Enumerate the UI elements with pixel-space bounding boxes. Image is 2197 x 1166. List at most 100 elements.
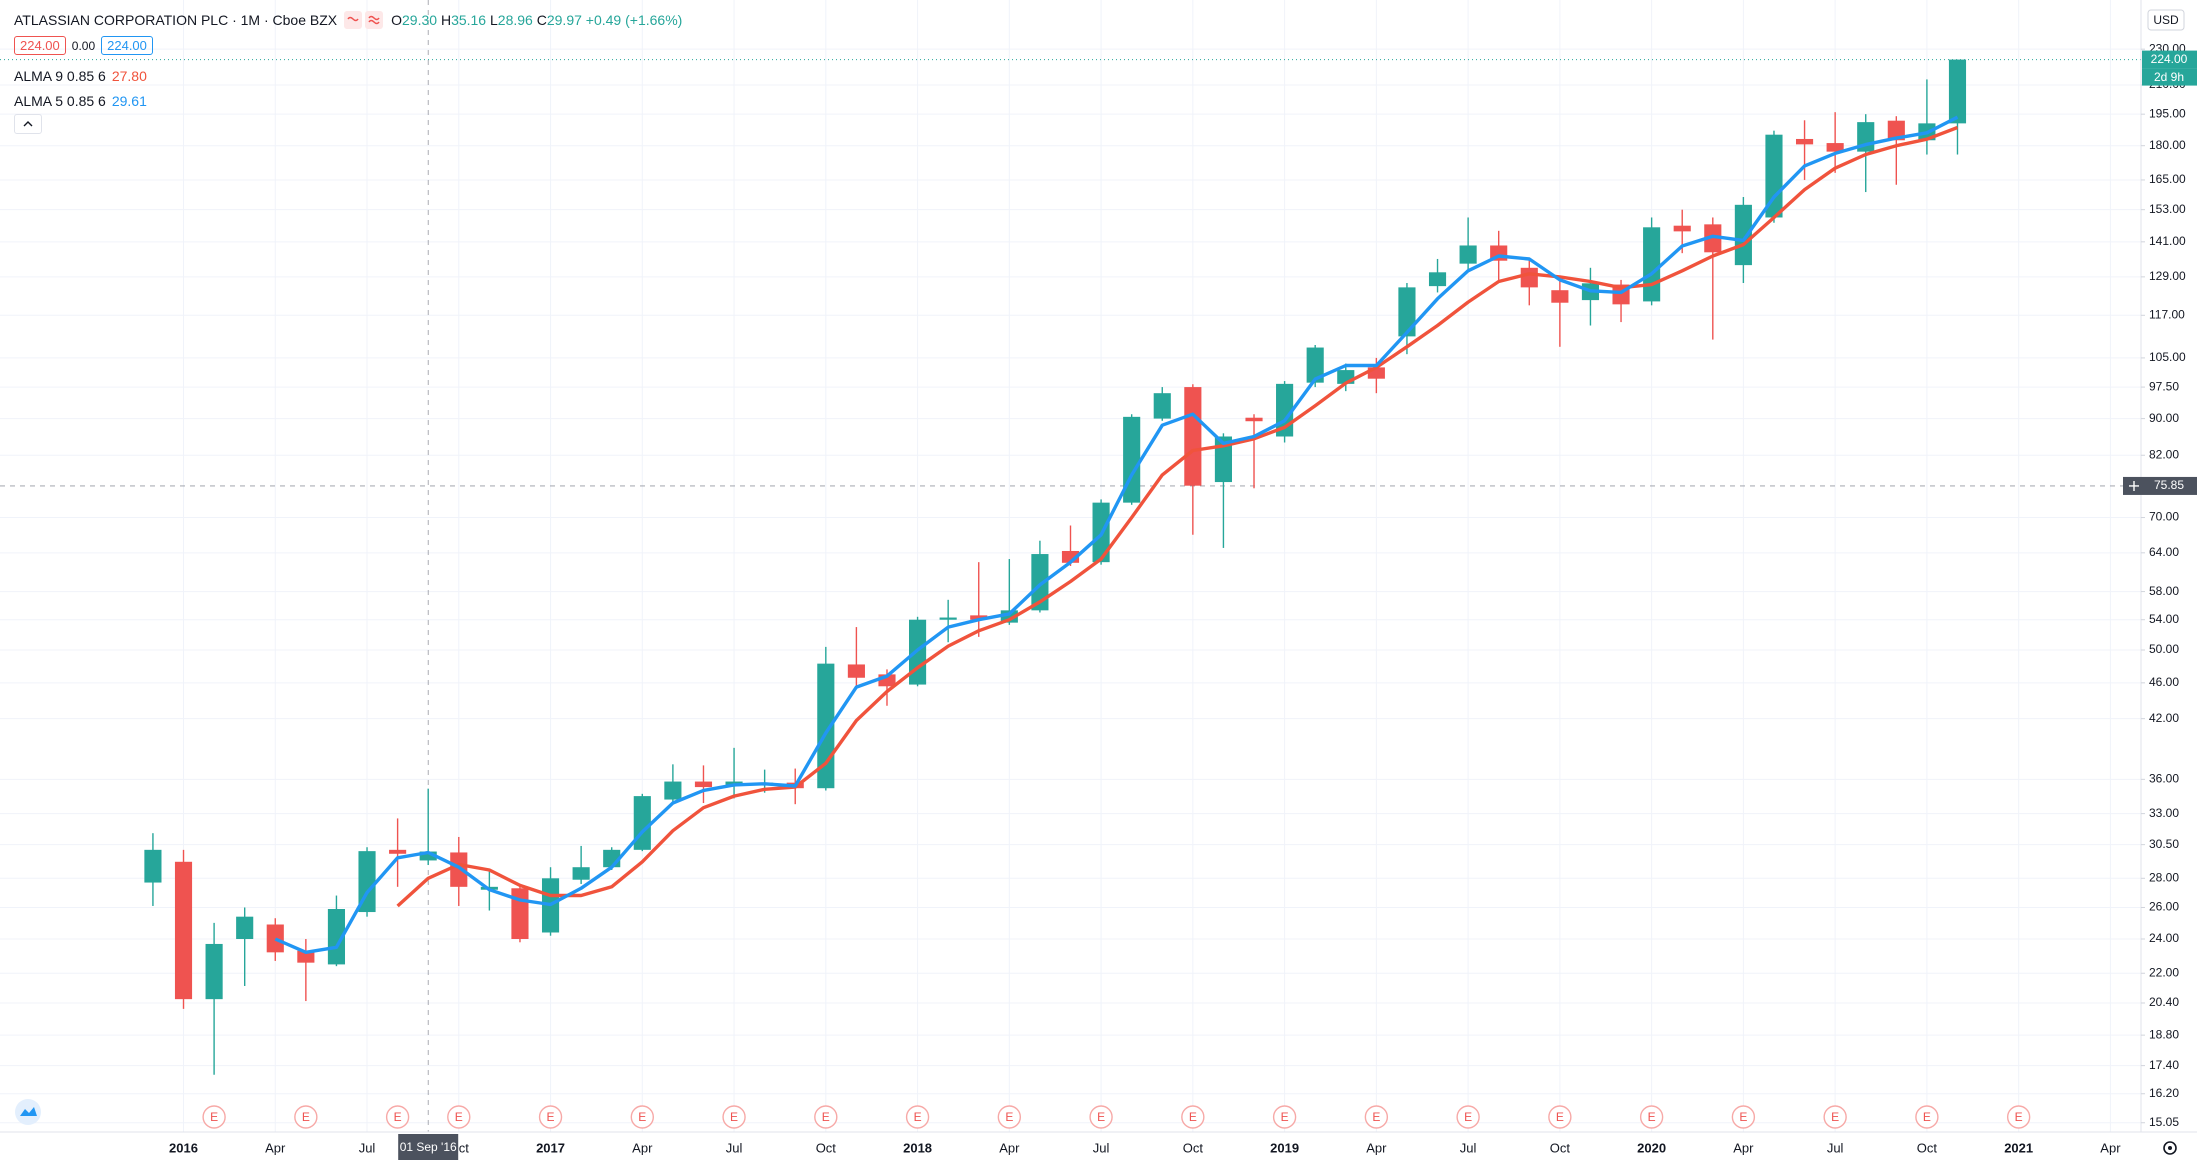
y-tick-label: 16.20 xyxy=(2149,1086,2179,1100)
y-tick-label: 18.80 xyxy=(2149,1027,2179,1041)
x-tick-label: 2016 xyxy=(169,1140,198,1155)
indicator-legend: ALMA 5 0.85 6 29.61 xyxy=(14,93,147,109)
candle-body xyxy=(1887,120,1905,141)
countdown-box xyxy=(2142,68,2197,86)
indicator-name[interactable]: ALMA 9 0.85 6 xyxy=(14,68,106,84)
earnings-circle xyxy=(1915,1105,1939,1129)
earnings-marker[interactable]: E xyxy=(905,1105,930,1129)
candle-body xyxy=(1367,367,1385,379)
earnings-marker[interactable]: E xyxy=(1639,1105,1664,1129)
candle-body xyxy=(1520,267,1538,288)
earnings-marker[interactable]: E xyxy=(1915,1105,1939,1129)
crosshair-date-box xyxy=(398,1134,459,1160)
earnings-label: E xyxy=(1005,1110,1013,1124)
earnings-marker[interactable]: E xyxy=(447,1105,471,1129)
candle-body xyxy=(205,943,223,1000)
y-tick-label: 33.00 xyxy=(2149,806,2179,820)
earnings-marker[interactable]: E xyxy=(1272,1105,1297,1129)
y-tick-label: 141.00 xyxy=(2149,234,2186,248)
earnings-marker[interactable]: E xyxy=(630,1105,654,1129)
last-price-box xyxy=(2142,50,2197,69)
earnings-marker[interactable]: E xyxy=(1089,1105,1113,1129)
plot xyxy=(0,0,2141,1132)
indicator-value: 29.61 xyxy=(111,93,147,109)
earnings-label: E xyxy=(455,1110,463,1124)
earnings-marker[interactable]: E xyxy=(202,1105,226,1129)
earnings-circle xyxy=(1181,1105,1205,1129)
y-tick-label: 105.00 xyxy=(2149,350,2186,364)
y-tick-label: 97.50 xyxy=(2149,379,2179,393)
earnings-circle xyxy=(2006,1105,2031,1129)
ohlc-key: L xyxy=(490,12,498,28)
earnings-marker[interactable]: E xyxy=(997,1105,1022,1129)
earnings-circle xyxy=(1272,1105,1297,1129)
settings-button[interactable] xyxy=(2163,1141,2177,1155)
earnings-circle xyxy=(814,1105,838,1129)
indicator-value: 27.80 xyxy=(111,68,147,84)
x-tick-label: Apr xyxy=(1366,1140,1387,1155)
logo[interactable] xyxy=(15,1099,41,1125)
earnings-circle xyxy=(294,1105,318,1129)
bid[interactable]: 224.00 xyxy=(14,36,66,55)
earnings-circle xyxy=(385,1105,410,1129)
candle-body xyxy=(1704,224,1722,253)
earnings-circle xyxy=(1089,1105,1113,1129)
ask[interactable]: 224.00 xyxy=(101,36,153,55)
earnings-label: E xyxy=(1281,1110,1289,1124)
icon xyxy=(368,15,380,25)
y-tick-label: 17.40 xyxy=(2149,1058,2179,1072)
earnings-marker[interactable]: E xyxy=(385,1105,410,1129)
earnings-marker[interactable]: E xyxy=(1823,1105,1847,1129)
earnings-circle xyxy=(905,1105,930,1129)
icon-box[interactable] xyxy=(365,11,384,29)
x-tick-label: Oct xyxy=(1550,1140,1571,1155)
y-tick-label: 165.00 xyxy=(2149,172,2186,186)
earnings-marker[interactable]: E xyxy=(1548,1105,1572,1129)
candle-body xyxy=(1826,143,1844,152)
y-tick-label: 70.00 xyxy=(2149,510,2179,524)
earnings-circle xyxy=(1639,1105,1664,1129)
candle-body xyxy=(1398,287,1416,337)
candle-body xyxy=(1459,245,1477,264)
y-tick-label: 15.05 xyxy=(2149,1115,2179,1129)
collapse-button[interactable] xyxy=(14,114,42,134)
earnings-marker[interactable]: E xyxy=(1456,1105,1480,1129)
y-tick-label: 129.00 xyxy=(2149,269,2186,283)
earnings-marker[interactable]: E xyxy=(1181,1105,1205,1129)
symbol-title[interactable]: ATLASSIAN CORPORATION PLC · 1M · Cboe BZ… xyxy=(14,12,338,28)
indicator-name[interactable]: ALMA 5 0.85 6 xyxy=(14,93,106,109)
earnings-label: E xyxy=(1464,1110,1472,1124)
earnings-marker[interactable]: E xyxy=(538,1105,563,1129)
indicator-legend: ALMA 9 0.85 6 27.80 xyxy=(14,68,147,84)
y-tick-label: 42.00 xyxy=(2149,711,2179,725)
crosshair-price-label: 75.85 xyxy=(2154,478,2184,492)
y-tick-label: 30.50 xyxy=(2149,837,2179,851)
gear-center xyxy=(2168,1146,2172,1150)
earnings-marker[interactable]: E xyxy=(722,1105,746,1129)
earnings-marker[interactable]: E xyxy=(1364,1105,1389,1129)
earnings-marker[interactable]: E xyxy=(2006,1105,2031,1129)
x-tick-label: Jul xyxy=(726,1140,743,1155)
earnings-label: E xyxy=(210,1110,218,1124)
y-tick-label: 195.00 xyxy=(2149,106,2186,120)
earnings-marker[interactable]: E xyxy=(814,1105,838,1129)
spread: 0.00 xyxy=(71,38,96,53)
earnings-circle xyxy=(1548,1105,1572,1129)
y-tick-label: 28.00 xyxy=(2149,870,2179,884)
ohlc-value: 29.97 xyxy=(546,12,582,28)
earnings-circle xyxy=(630,1105,654,1129)
earnings-marker[interactable]: E xyxy=(294,1105,318,1129)
earnings-label: E xyxy=(914,1110,922,1124)
crosshair-date-label: 01 Sep '16 xyxy=(400,1140,457,1154)
ohlc-value: 35.16 xyxy=(451,12,487,28)
x-tick-label: Jul xyxy=(359,1140,376,1155)
earnings-label: E xyxy=(822,1110,830,1124)
earnings-label: E xyxy=(1372,1110,1380,1124)
icon xyxy=(347,16,359,22)
currency-button[interactable]: USD xyxy=(2147,9,2185,31)
earnings-marker[interactable]: E xyxy=(1731,1105,1756,1129)
x-tick-label: Apr xyxy=(632,1140,653,1155)
